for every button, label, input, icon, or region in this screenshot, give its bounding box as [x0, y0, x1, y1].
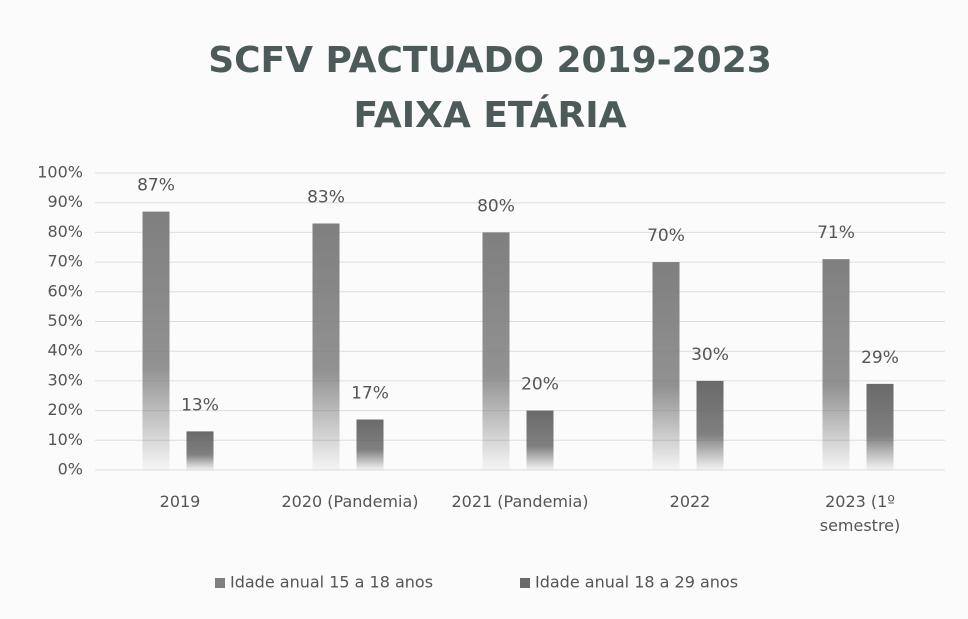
bar	[356, 419, 384, 470]
data-label: 17%	[351, 384, 389, 404]
y-tick-label: 30%	[47, 370, 83, 389]
bar	[696, 380, 724, 470]
bar	[822, 259, 850, 470]
data-label: 70%	[647, 226, 685, 246]
data-label: 80%	[477, 196, 515, 216]
data-label: 13%	[181, 395, 219, 415]
bar	[652, 262, 680, 470]
data-label: 71%	[817, 223, 855, 243]
chart-title: FAIXA ETÁRIA	[353, 94, 626, 136]
bar	[312, 223, 340, 470]
legend-label: Idade anual 15 a 18 anos	[230, 573, 433, 592]
bar	[186, 431, 214, 470]
data-label: 30%	[691, 345, 729, 365]
y-tick-label: 50%	[47, 311, 83, 330]
y-tick-label: 20%	[47, 400, 83, 419]
y-tick-label: 40%	[47, 341, 83, 360]
y-tick-label: 70%	[47, 252, 83, 271]
y-tick-label: 10%	[47, 430, 83, 449]
data-label: 87%	[137, 176, 175, 196]
bar	[142, 211, 170, 471]
data-label: 29%	[861, 348, 899, 368]
chart-title: SCFV PACTUADO 2019-2023	[208, 40, 772, 81]
bar	[526, 410, 554, 470]
x-tick-label: 2019	[159, 492, 201, 511]
y-tick-label: 0%	[58, 460, 83, 479]
legend-label: Idade anual 18 a 29 anos	[535, 573, 738, 592]
y-tick-label: 80%	[47, 222, 83, 241]
data-label: 20%	[521, 375, 559, 395]
x-tick-label: 2022	[669, 492, 711, 511]
legend-swatch	[215, 578, 225, 588]
data-label: 83%	[307, 187, 345, 207]
bar	[482, 232, 510, 470]
y-tick-label: 100%	[37, 163, 83, 182]
x-tick-label: 2020 (Pandemia)	[281, 492, 419, 511]
bar	[866, 383, 894, 470]
legend-swatch	[520, 578, 530, 588]
y-tick-label: 90%	[47, 192, 83, 211]
x-tick-label: 2021 (Pandemia)	[451, 492, 589, 511]
x-tick-label: 2023 (1º semestre)	[819, 492, 901, 535]
y-tick-label: 60%	[47, 281, 83, 300]
